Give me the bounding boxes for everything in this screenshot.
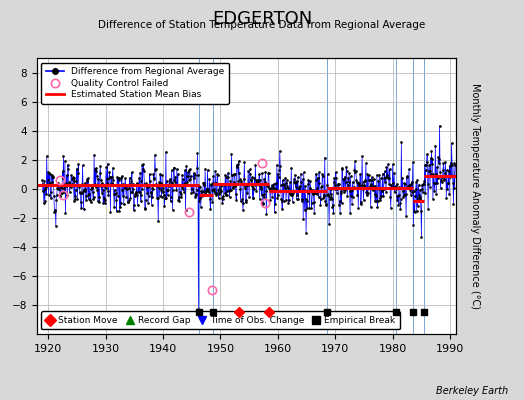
Text: EDGERTON: EDGERTON [212, 10, 312, 28]
Text: Difference of Station Temperature Data from Regional Average: Difference of Station Temperature Data f… [99, 20, 425, 30]
Legend: Station Move, Record Gap, Time of Obs. Change, Empirical Break: Station Move, Record Gap, Time of Obs. C… [41, 312, 400, 330]
Y-axis label: Monthly Temperature Anomaly Difference (°C): Monthly Temperature Anomaly Difference (… [470, 83, 480, 309]
Text: Berkeley Earth: Berkeley Earth [436, 386, 508, 396]
